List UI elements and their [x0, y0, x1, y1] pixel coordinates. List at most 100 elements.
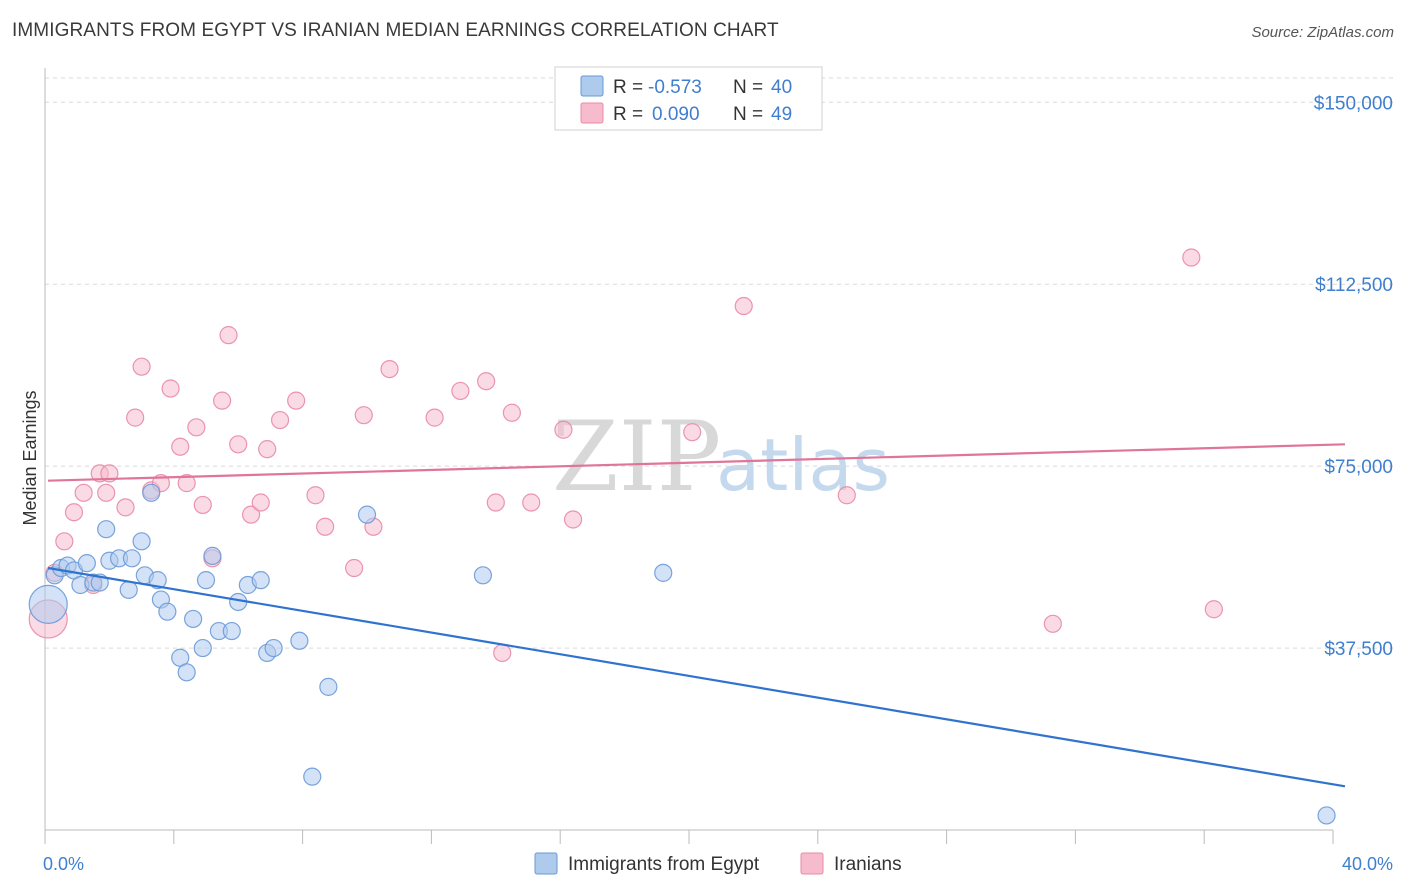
iran-point [837, 486, 856, 505]
legend-n-label-iran: N = [733, 104, 763, 125]
legend-swatch-egypt [580, 75, 604, 97]
egypt-point [97, 520, 116, 539]
iran-point [345, 558, 364, 578]
y-tick-labels: $37,500 $75,000 $112,500 $150,000 [1314, 93, 1393, 660]
legend-n-value-egypt: 40 [771, 77, 792, 98]
egypt-point [319, 677, 338, 696]
egypt-trend-line [47, 566, 1346, 788]
iran-point [502, 403, 521, 422]
iran-point [251, 493, 270, 512]
legend-r-label-egypt: R = [613, 77, 643, 98]
iran-point [116, 498, 135, 517]
axes [44, 68, 1334, 844]
watermark-zip: ZIP [552, 401, 721, 513]
y-tick-label: $75,000 [1324, 457, 1393, 478]
stats-legend: R = -0.573 N = 40 R = 0.090 N = 49 [554, 66, 823, 131]
iran-point [563, 510, 583, 529]
egypt-point [290, 631, 309, 650]
egypt-point [473, 566, 493, 585]
iran-point [554, 420, 573, 439]
iran-point [1182, 248, 1201, 267]
y-tick-label: $150,000 [1314, 93, 1393, 114]
egypt-point [132, 532, 151, 551]
y-tick-label: $112,500 [1315, 275, 1393, 296]
iran-point [354, 406, 373, 425]
egypt-point [203, 546, 222, 565]
iran-point [100, 464, 119, 483]
iran-point [380, 359, 399, 379]
legend-n-value-iran: 49 [771, 104, 792, 125]
iran-point [97, 483, 116, 502]
iran-point [132, 357, 151, 376]
egypt-point [222, 621, 241, 641]
watermark-atlas: atlas [716, 423, 890, 507]
legend-n-label-egypt: N = [733, 77, 763, 98]
iran-point [241, 505, 261, 524]
series-legend: Immigrants from Egypt Iranians [534, 852, 902, 875]
iran-point [306, 486, 325, 505]
egypt-point [184, 609, 203, 629]
egypt-point [77, 554, 96, 573]
legend-swatch-iran [580, 102, 604, 124]
trend-lines [47, 443, 1346, 788]
egypt-point [142, 483, 161, 502]
egypt-point [122, 549, 142, 568]
egypt-point [177, 663, 196, 682]
watermark: ZIP atlas [552, 401, 890, 513]
iran-point [55, 532, 74, 551]
x-tick-label: 0.0% [43, 854, 84, 874]
iran-point [683, 423, 702, 442]
iran-point [287, 391, 306, 410]
legend-r-value-iran: 0.090 [652, 104, 700, 125]
iran-point [425, 408, 444, 427]
legend-r-value-egypt: -0.573 [648, 77, 702, 98]
egypt-point [158, 602, 177, 621]
egypt-points [28, 483, 1336, 825]
egypt-point [654, 563, 673, 582]
iran-point [316, 517, 335, 536]
source-credit: Source: ZipAtlas.com [1251, 24, 1394, 41]
iran-point [493, 643, 512, 663]
series-legend-label-egypt: Immigrants from Egypt [568, 854, 760, 875]
iran-point [161, 379, 180, 398]
iran-point [187, 418, 206, 437]
iran-point [522, 493, 541, 512]
y-tick-label: $37,500 [1324, 639, 1393, 660]
x-tick-label: 40.0% [1342, 854, 1393, 874]
egypt-point [303, 767, 322, 786]
iran-point [1043, 614, 1062, 633]
grid [45, 77, 1395, 649]
iran-point [270, 410, 290, 430]
iran-point [219, 326, 238, 345]
iran-point [64, 503, 84, 522]
egypt-point [148, 571, 167, 590]
iran-point [258, 440, 277, 459]
egypt-point [119, 580, 138, 599]
chart-title: IMMIGRANTS FROM EGYPT VS IRANIAN MEDIAN … [12, 20, 779, 41]
iran-point [213, 391, 232, 410]
iran-point [177, 474, 196, 493]
iran-point [229, 435, 248, 454]
iran-point [486, 493, 505, 512]
iran-point [477, 372, 496, 391]
x-tick-labels: 0.0% 40.0% [43, 854, 1393, 874]
egypt-point [251, 571, 270, 590]
iran-point [451, 381, 470, 401]
series-legend-swatch-egypt [534, 852, 558, 875]
iran-point [171, 437, 190, 456]
legend-r-label-iran: R = [613, 104, 643, 125]
egypt-point [196, 571, 216, 590]
iranians-points [28, 248, 1223, 663]
egypt-point [357, 505, 377, 524]
egypt-point [264, 638, 283, 658]
iran-point [74, 483, 93, 502]
series-legend-label-iran: Iranians [834, 854, 902, 875]
series-legend-swatch-iran [800, 852, 824, 875]
egypt-point [1317, 806, 1336, 825]
egypt-point [28, 584, 68, 625]
iran-point [1204, 600, 1223, 619]
y-axis-label: Median Earnings [20, 390, 40, 525]
egypt-point [193, 638, 212, 658]
iran-trend-line [47, 443, 1346, 482]
